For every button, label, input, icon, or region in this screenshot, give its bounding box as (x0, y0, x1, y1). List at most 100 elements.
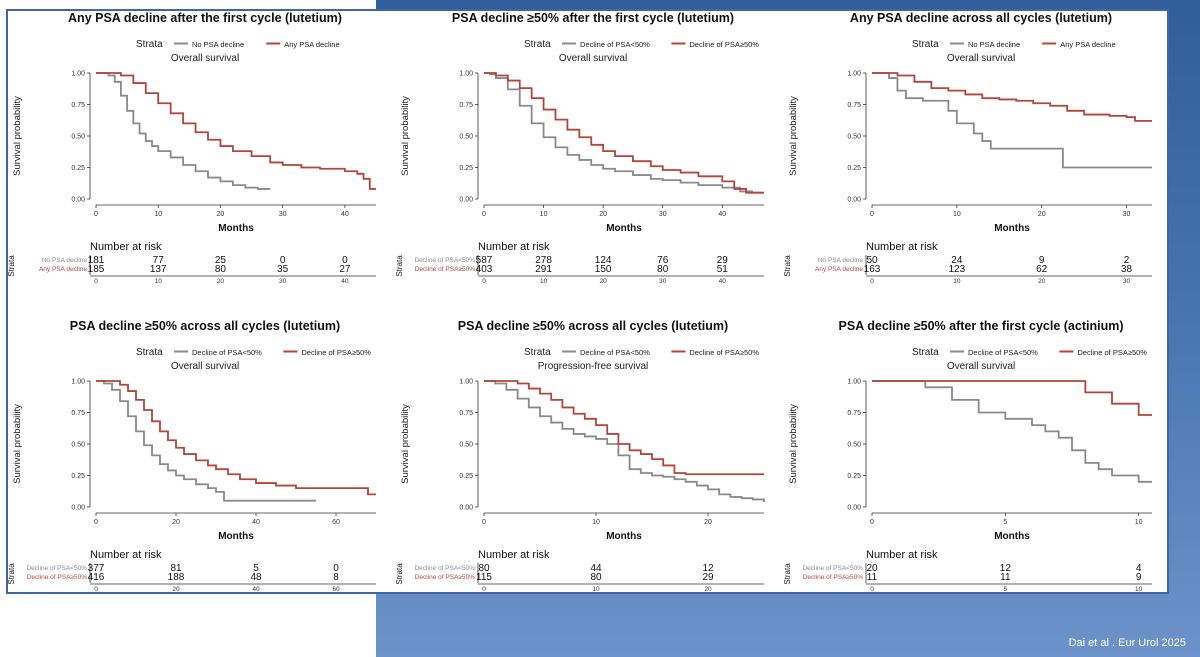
risk-x-tick-label: 5 (1004, 586, 1008, 593)
chart-subtitle: Overall survival (171, 361, 239, 372)
risk-count: 0 (342, 255, 348, 266)
risk-count: 377 (88, 563, 105, 574)
legend-entry-1: Decline of PSA<50% (968, 348, 1038, 357)
x-tick-label: 5 (1003, 519, 1007, 526)
y-tick-label: 0.25 (847, 473, 861, 480)
risk-count: 291 (535, 264, 552, 275)
risk-x-tick-label: 10 (592, 586, 600, 593)
x-tick-label: 40 (718, 211, 726, 218)
km-panel-1: Any PSA decline after the first cycle (l… (7, 11, 376, 285)
y-tick-label: 1.00 (71, 71, 85, 78)
risk-count: 80 (215, 264, 227, 275)
risk-x-tick-label: 0 (94, 586, 98, 593)
y-tick-label: 0.25 (459, 165, 473, 172)
x-tick-label: 0 (870, 519, 874, 526)
y-axis-label: Survival probability (788, 96, 799, 176)
km-curve-series-2 (872, 72, 1152, 122)
x-tick-label: 20 (704, 519, 712, 526)
risk-x-tick-label: 0 (482, 586, 486, 593)
risk-count: 124 (595, 255, 612, 266)
y-tick-label: 1.00 (847, 379, 861, 386)
risk-count: 51 (717, 264, 729, 275)
y-tick-label: 0.25 (847, 165, 861, 172)
y-tick-label: 0.50 (459, 134, 473, 141)
risk-x-tick-label: 10 (155, 278, 163, 285)
risk-count: 278 (535, 255, 552, 266)
risk-row-label-1: Decline of PSA<50% (26, 565, 87, 572)
x-tick-label: 30 (279, 211, 287, 218)
background-white-area (0, 596, 376, 657)
risk-x-tick-label: 20 (704, 586, 712, 593)
x-tick-label: 40 (252, 519, 260, 526)
risk-count: 150 (595, 264, 612, 275)
risk-count: 20 (866, 563, 878, 574)
x-tick-label: 40 (341, 211, 349, 218)
risk-table-title: Number at risk (90, 241, 162, 253)
risk-count: 2 (1124, 255, 1130, 266)
risk-row-label-2: Any PSA decline (39, 266, 87, 273)
y-tick-label: 0.00 (459, 197, 473, 204)
x-tick-label: 10 (1135, 519, 1143, 526)
legend-strata-label: Strata (912, 39, 939, 50)
risk-table-axis-label: Strata (783, 563, 792, 585)
risk-count: 9 (1039, 255, 1045, 266)
y-tick-label: 0.50 (847, 442, 861, 449)
y-axis-label: Survival probability (400, 96, 411, 176)
risk-table-title: Number at risk (866, 241, 938, 253)
y-axis-label: Survival probability (12, 404, 23, 484)
legend-entry-2: Decline of PSA≥50% (689, 40, 759, 49)
y-tick-label: 0.00 (459, 505, 473, 512)
legend-entry-1: Decline of PSA<50% (192, 348, 262, 357)
risk-count: 80 (478, 563, 490, 574)
y-axis-label: Survival probability (788, 404, 799, 484)
risk-count: 81 (170, 563, 182, 574)
y-axis-label: Survival probability (12, 96, 23, 176)
km-curve-series-1 (96, 72, 271, 190)
y-tick-label: 0.00 (71, 197, 85, 204)
risk-count: 8 (333, 572, 339, 583)
x-tick-label: 30 (1123, 211, 1131, 218)
risk-table-axis-label: Strata (783, 255, 792, 277)
risk-count: 0 (333, 563, 339, 574)
km-panel-5: PSA decline ≥50% across all cycles (lute… (395, 319, 765, 593)
y-tick-label: 0.75 (459, 410, 473, 417)
risk-count: 48 (250, 572, 262, 583)
km-curve-series-2 (96, 380, 376, 496)
risk-count: 11 (867, 572, 878, 583)
risk-table-title: Number at risk (478, 549, 550, 561)
risk-x-tick-label: 20 (600, 278, 608, 285)
x-tick-label: 60 (332, 519, 340, 526)
x-tick-label: 10 (540, 211, 548, 218)
risk-count: 29 (702, 572, 714, 583)
risk-row-label-1: No PSA decline (42, 257, 88, 264)
risk-count: 188 (168, 572, 185, 583)
km-curve-series-2 (872, 380, 1152, 416)
x-tick-label: 30 (659, 211, 667, 218)
risk-count: 185 (88, 264, 105, 275)
risk-count: 38 (1121, 264, 1133, 275)
y-tick-label: 1.00 (459, 71, 473, 78)
risk-count: 24 (951, 255, 963, 266)
risk-x-tick-label: 0 (94, 278, 98, 285)
risk-count: 76 (657, 255, 669, 266)
km-curve-series-2 (96, 72, 376, 190)
risk-x-tick-label: 20 (172, 586, 180, 593)
risk-table-title: Number at risk (478, 241, 550, 253)
risk-count: 80 (590, 572, 602, 583)
y-tick-label: 0.75 (459, 102, 473, 109)
legend-strata-label: Strata (136, 347, 163, 358)
chart-subtitle: Overall survival (947, 361, 1015, 372)
risk-table-axis-label: Strata (395, 563, 404, 585)
km-panel-2: PSA decline ≥50% after the first cycle (… (395, 11, 764, 285)
y-tick-label: 0.25 (459, 473, 473, 480)
risk-count: 115 (476, 572, 492, 583)
y-axis-label: Survival probability (400, 404, 411, 484)
km-panel-6: PSA decline ≥50% after the first cycle (… (783, 319, 1152, 593)
legend-entry-1: No PSA decline (192, 40, 244, 49)
x-tick-label: 20 (1038, 211, 1046, 218)
chart-title: PSA decline ≥50% after the first cycle (… (839, 319, 1124, 333)
x-axis-label: Months (606, 531, 642, 542)
risk-row-label-2: Decline of PSA≥50% (27, 574, 88, 581)
chart-title: Any PSA decline across all cycles (lutet… (850, 11, 1112, 25)
